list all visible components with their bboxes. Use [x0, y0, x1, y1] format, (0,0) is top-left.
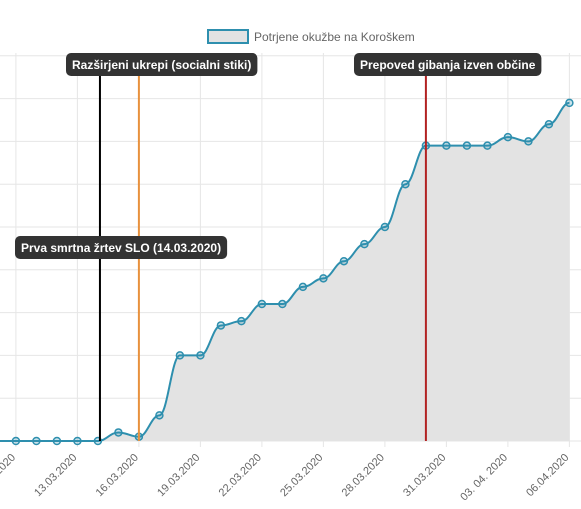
annotation-label-bg: [66, 53, 258, 76]
data-point[interactable]: [524, 137, 533, 146]
data-point[interactable]: [360, 239, 369, 249]
x-tick-label: 19.03.2020: [155, 452, 202, 499]
annotation-label-bg: [15, 236, 228, 259]
x-axis-tick-labels: 10.03.2020 13.03.2020 16.03.2020 19.03.2020…: [0, 452, 572, 504]
annotation-label: Prepoved gibanja izven občine: [354, 53, 542, 76]
annotation-label-bg: [354, 53, 542, 76]
x-tick-label: 13.03.2020: [32, 452, 79, 499]
data-point[interactable]: [544, 120, 554, 129]
data-point[interactable]: [32, 436, 41, 446]
data-point[interactable]: [503, 132, 513, 142]
annotation-label: Prva smrtna žrtev SLO (14.03.2020): [15, 236, 228, 259]
data-point[interactable]: [237, 316, 246, 326]
annotation-label-text: Prepoved gibanja izven občine: [360, 58, 536, 72]
legend[interactable]: Potrjene okužbe na Koroškem: [207, 29, 415, 44]
data-point[interactable]: [483, 141, 492, 150]
data-point[interactable]: [442, 141, 451, 150]
area-fill: [0, 102, 570, 441]
x-tick-label: 10.03.2020: [0, 452, 18, 499]
data-point[interactable]: [380, 222, 390, 232]
data-point[interactable]: [73, 436, 82, 446]
data-point[interactable]: [175, 351, 185, 360]
data-point[interactable]: [462, 141, 472, 150]
data-point[interactable]: [52, 436, 62, 446]
annotation-labels: Razširjeni ukrepi (socialni stiki) Prva s…: [15, 53, 542, 259]
data-point[interactable]: [565, 98, 574, 108]
data-point[interactable]: [114, 428, 123, 437]
annotation-label: Razširjeni ukrepi (socialni stiki): [66, 53, 258, 76]
x-tick-label: 16.03.2020: [94, 452, 141, 499]
data-point[interactable]: [319, 274, 328, 283]
x-tick-label: 31.03.2020: [401, 452, 448, 499]
data-point[interactable]: [155, 411, 164, 420]
data-point[interactable]: [11, 436, 21, 446]
annotation-label-text: Razširjeni ukrepi (socialni stiki): [72, 58, 251, 72]
legend-swatch: [207, 29, 249, 44]
legend-label: Potrjene okužbe na Koroškem: [254, 30, 415, 44]
x-tick-label: 03. 04. 2020: [458, 452, 510, 504]
x-tick-label: 25.03.2020: [278, 452, 325, 499]
x-tick-label: 06.04.2020: [524, 452, 571, 499]
x-tick-label: 22.03.2020: [217, 452, 264, 499]
data-point[interactable]: [278, 299, 287, 309]
series-line: [0, 101, 570, 442]
data-point[interactable]: [196, 351, 205, 360]
data-point[interactable]: [401, 179, 410, 189]
data-point[interactable]: [257, 299, 267, 309]
data-point[interactable]: [298, 282, 308, 292]
annotation-label-text: Prva smrtna žrtev SLO (14.03.2020): [21, 241, 221, 255]
data-point[interactable]: [216, 321, 226, 330]
x-tick-label: 28.03.2020: [340, 452, 387, 499]
data-point[interactable]: [339, 256, 349, 266]
